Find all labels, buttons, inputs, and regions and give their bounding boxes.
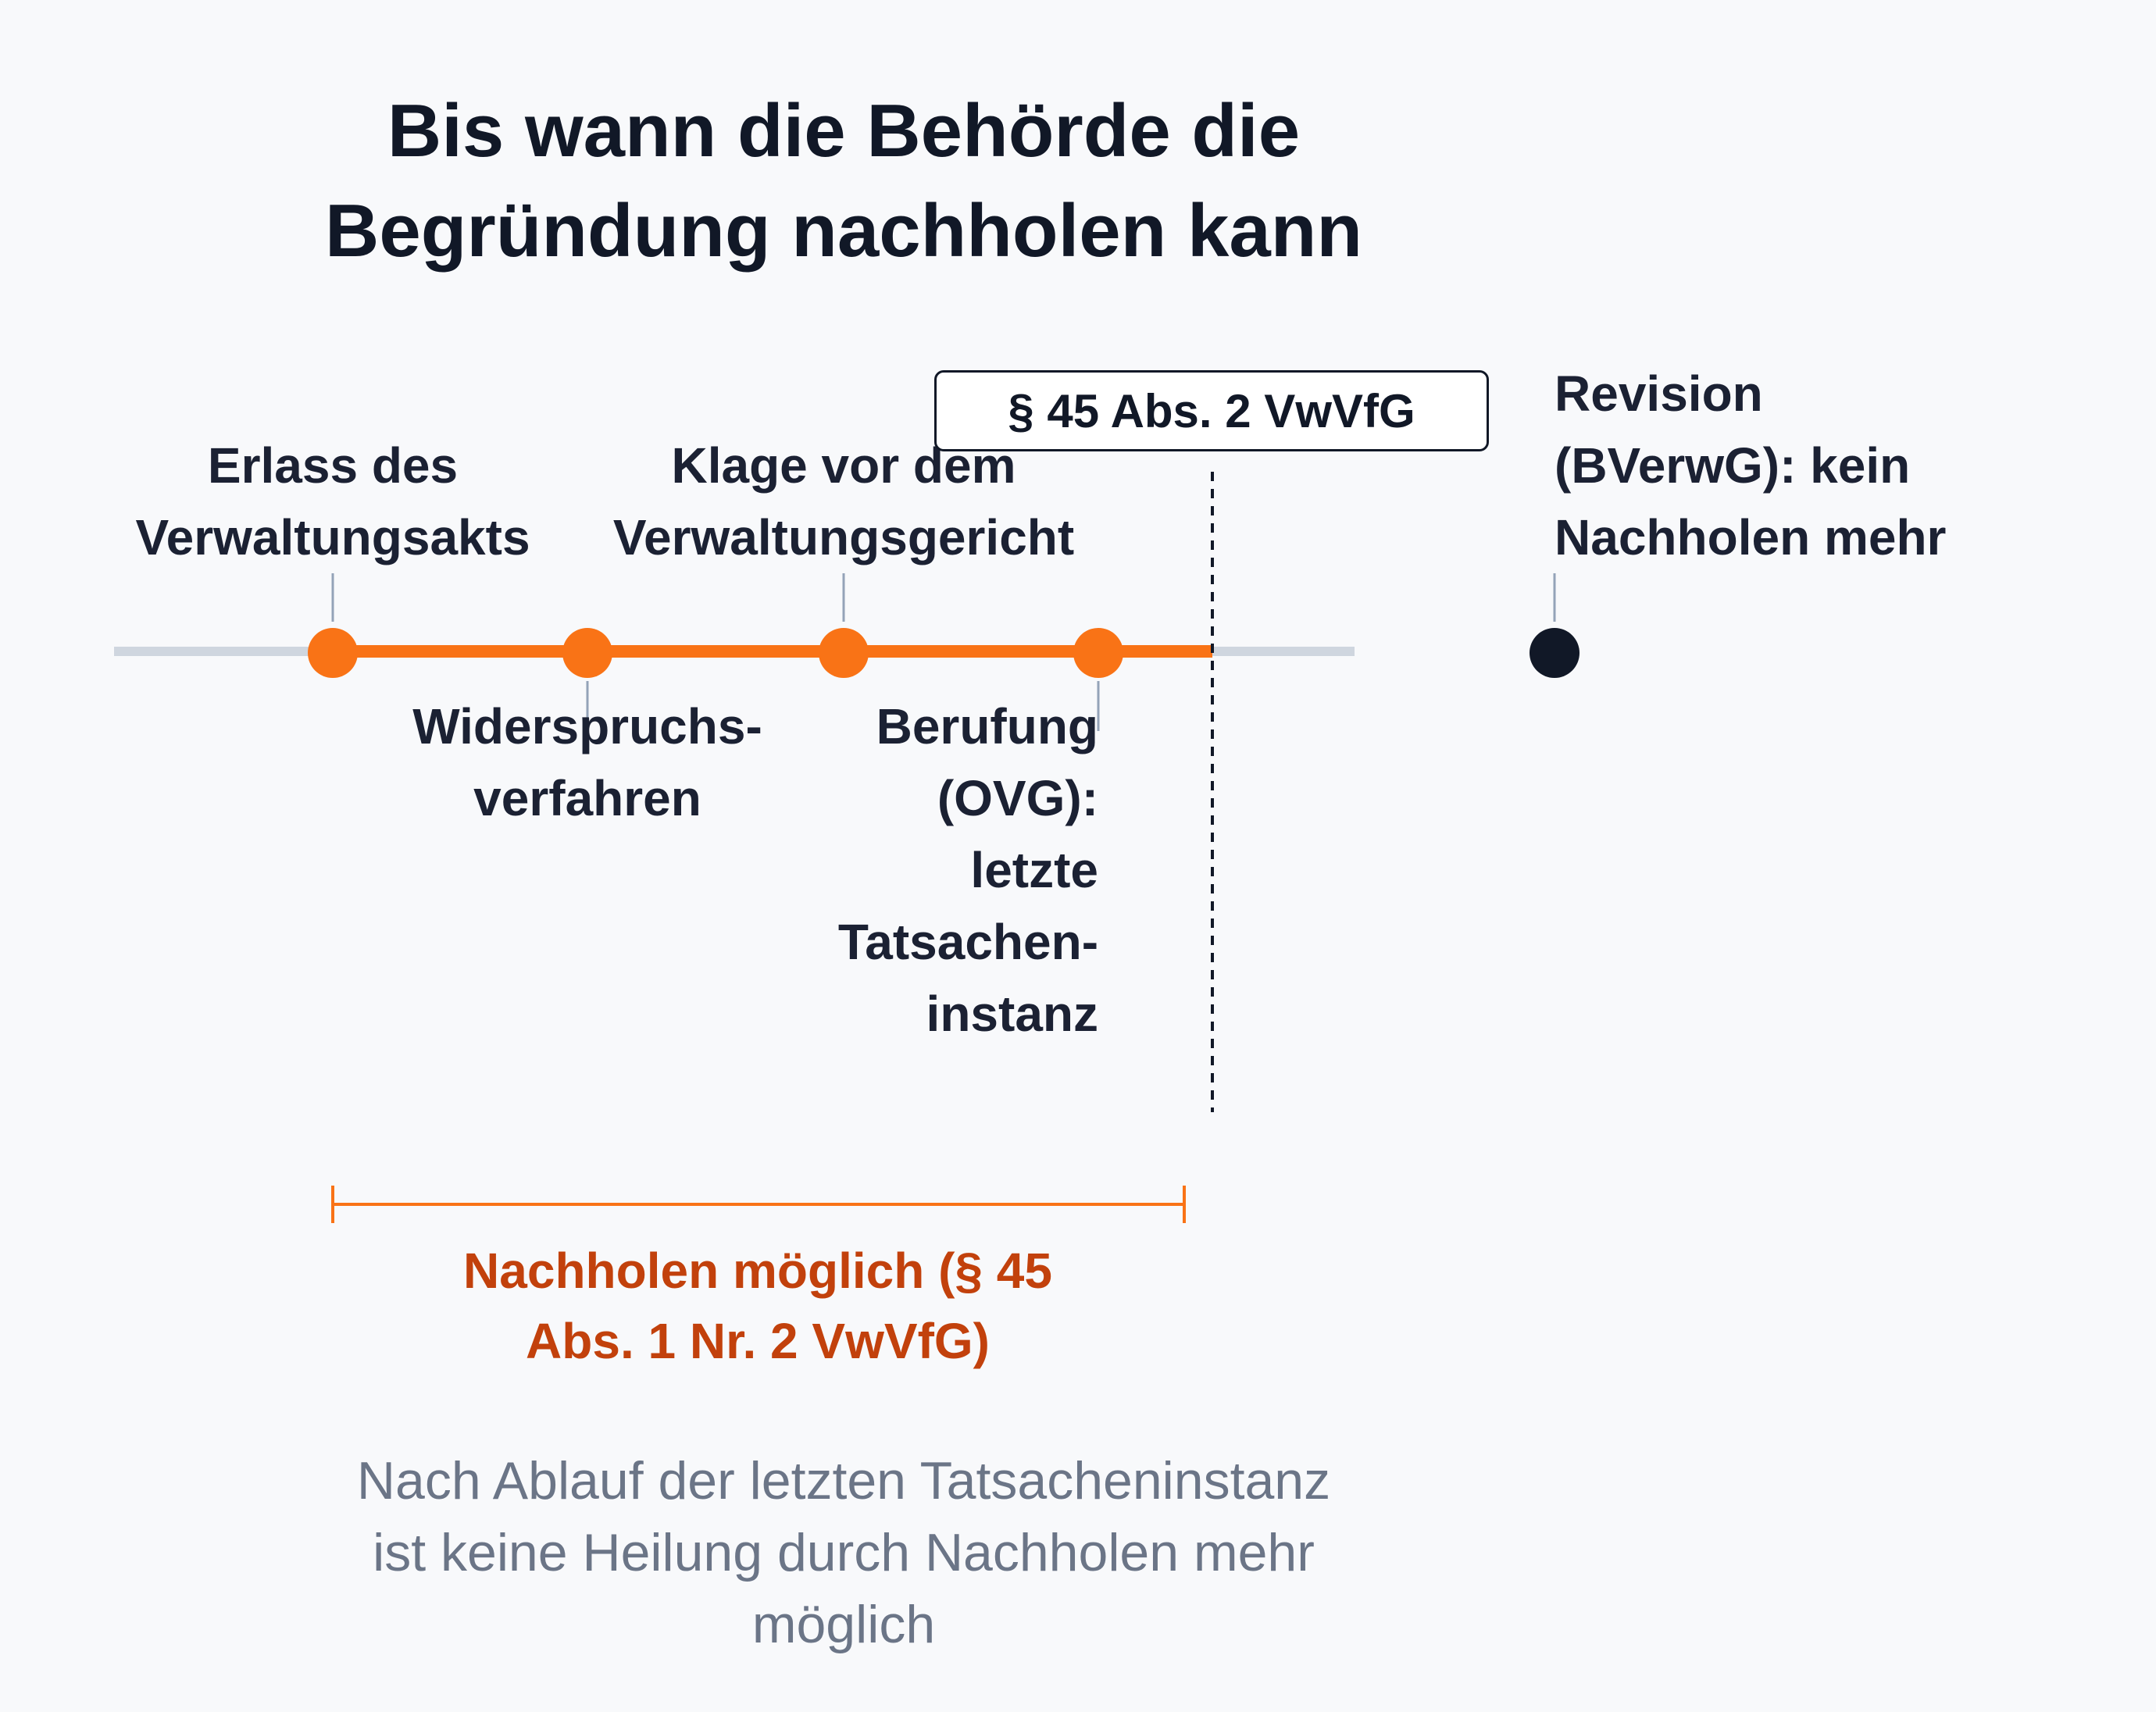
revision-dot [1530,628,1580,678]
milestone-dot [562,628,612,678]
label-line: Tatsachen- [837,914,1098,970]
milestone-label-berufung: Berufung (OVG): letzte Tatsachen- instan… [703,690,1098,1050]
label-line: (BVerwG): kein [1555,437,1911,494]
label-line: Berufung [876,698,1098,754]
milestone-label-widerspruch: Widerspruchs- verfahren [412,690,762,834]
label-line: Erlass des [207,437,459,494]
cutoff-label-box: § 45 Abs. 2 VwVfG [934,370,1489,451]
diagram-title: Bis wann die Behörde die Begründung nach… [109,81,1578,281]
range-label-line: Abs. 1 Nr. 2 VwVfG) [526,1313,990,1369]
milestone-label-erlass: Erlass des Verwaltungsakts [135,430,530,573]
label-line: Verwaltungsakts [135,509,530,565]
label-line: verfahren [473,770,701,826]
label-line: Revision [1555,366,1763,422]
range-label: Nachholen möglich (§ 45 Abs. 1 Nr. 2 VwV… [463,1236,1052,1376]
revision-label: Revision (BVerwG): kein Nachholen mehr [1555,358,1946,573]
milestone-dot [308,628,358,678]
label-line: letzte [970,842,1098,898]
title-line: Bis wann die Behörde die [387,89,1301,173]
cutoff-label: § 45 Abs. 2 VwVfG [1008,384,1415,437]
range-label-line: Nachholen möglich (§ 45 [463,1243,1052,1299]
footnote-line: Nach Ablauf der letzten Tatsacheninstanz [356,1451,1331,1510]
milestone-dot [1073,628,1123,678]
milestone-dot [819,628,869,678]
label-line: instanz [926,986,1098,1042]
footnote-line: möglich [751,1595,936,1654]
label-line: Nachholen mehr [1555,509,1947,565]
footnote-line: ist keine Heilung durch Nachholen mehr [373,1523,1315,1582]
label-line: (OVG): [937,770,1098,826]
footnote: Nach Ablauf der letzten Tatsacheninstanz… [357,1445,1330,1660]
label-line: Verwaltungsgericht [612,509,1075,565]
label-line: Widerspruchs- [412,698,762,754]
title-line: Begründung nachholen kann [324,189,1362,273]
